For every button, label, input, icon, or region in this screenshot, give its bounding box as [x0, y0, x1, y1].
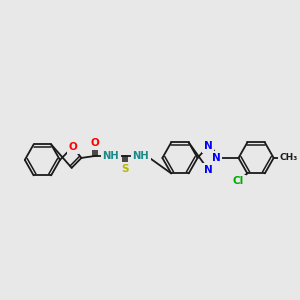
Text: N: N [204, 141, 213, 151]
Text: S: S [122, 164, 129, 174]
Text: N: N [204, 165, 213, 175]
Text: NH: NH [102, 151, 119, 161]
Text: N: N [212, 153, 220, 163]
Text: Cl: Cl [233, 176, 244, 186]
Text: O: O [91, 138, 99, 148]
Text: O: O [68, 142, 77, 152]
Text: CH₃: CH₃ [279, 153, 297, 162]
Text: NH: NH [133, 151, 149, 161]
